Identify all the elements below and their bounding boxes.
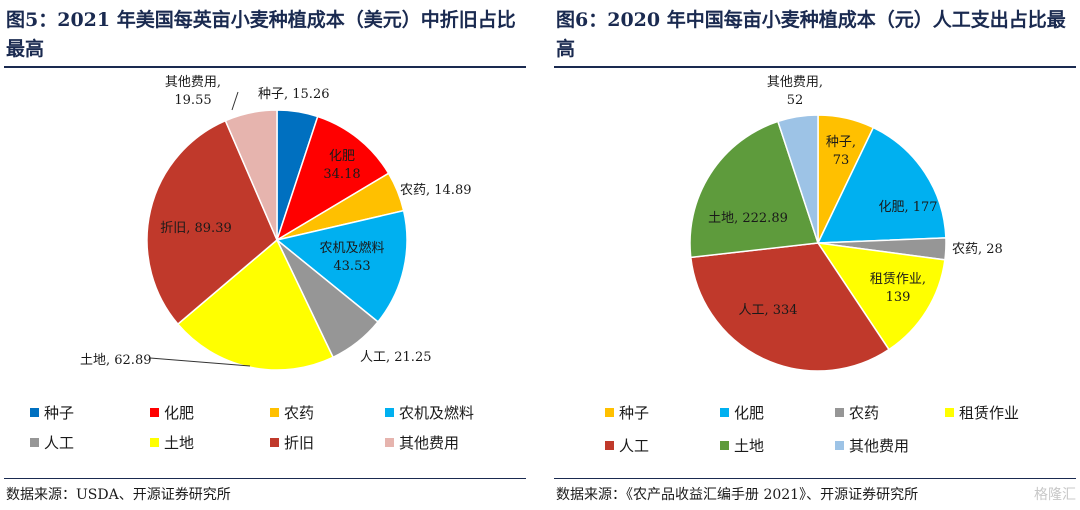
right-legend-item-0: 种子 [605,402,649,422]
left-legend-swatch-3 [385,407,394,417]
right-pie-slice-4 [689,242,891,372]
left-legend-swatch-7 [385,437,394,447]
left-title-rule [4,66,526,68]
right-legend-swatch-2 [835,407,844,417]
left-legend-label-3: 农机及燃料 [399,403,475,422]
left-label-leader-7 [231,91,239,111]
left-legend-swatch-1 [150,407,159,417]
right-legend-swatch-5 [720,440,729,450]
left-legend-item-3: 农机及燃料 [385,402,474,422]
right-source-rule [554,478,1076,479]
right-pie-slice-1 [816,126,947,244]
right-data-label-1: 化肥, 177 [878,200,937,215]
right-legend-label-3: 租赁作业 [959,403,1020,422]
left-legend-item-4: 人工 [30,432,74,452]
left-data-label-6: 折旧, 89.39 [160,221,231,236]
left-data-label-4: 人工, 21.25 [360,350,431,365]
left-data-label-5: 土地, 62.89 [80,353,151,368]
right-legend-label-0: 种子 [619,403,650,422]
right-data-label-2: 农药, 28 [952,242,1003,257]
right-data-label-6: 其他费用, 52 [767,75,823,108]
left-legend-label-0: 种子 [44,403,75,422]
right-pie-slice-5 [689,120,820,259]
right-chart-title: 图6：2020 年中国每亩小麦种植成本（元）人工支出占比最高 [556,9,1066,60]
left-legend-item-2: 农药 [270,402,314,422]
right-legend-label-5: 土地 [734,436,765,455]
right-legend-swatch-6 [835,440,844,450]
left-chart-source: 数据来源：USDA、开源证券研究所 [6,487,231,503]
left-legend-item-5: 土地 [150,432,194,452]
left-legend-swatch-5 [150,437,159,447]
left-data-label-3: 农机及燃料 43.53 [319,240,384,274]
left-legend-label-7: 其他费用 [399,433,460,452]
right-data-label-0: 种子, 73 [826,135,856,168]
left-chart-title: 图5：2021 年美国每英亩小麦种植成本（美元）中折旧占比最高 [6,9,516,60]
right-pie-chart: 种子, 73 化肥, 177 农药, 28 租赁作业, 139 人工, 334 土地, 222… [689,75,1003,372]
left-data-label-0: 种子, 15.26 [258,87,329,102]
left-source-rule [4,478,526,479]
right-legend-item-1: 化肥 [720,402,764,422]
right-chart-panel: 图6：2020 年中国每亩小麦种植成本（元）人工支出占比最高 种子, 73 化肥, … [550,0,1080,510]
right-pie-slice-3 [816,242,946,351]
right-legend-item-4: 人工 [605,435,649,455]
right-data-label-4: 人工, 334 [738,303,797,318]
right-legend-item-6: 其他费用 [835,435,909,455]
right-legend-label-2: 农药 [849,403,880,422]
left-legend-swatch-0 [30,407,39,417]
left-legend-label-5: 土地 [164,433,195,452]
right-legend-label-6: 其他费用 [849,436,910,455]
left-data-label-2: 农药, 14.89 [400,183,471,198]
right-legend-swatch-4 [605,440,614,450]
right-chart-source: 数据来源：《农产品收益汇编手册 2021》、开源证券研究所 [556,487,919,503]
left-legend-swatch-2 [270,407,279,417]
right-legend-label-1: 化肥 [734,403,765,422]
right-title-rule [554,66,1076,68]
left-label-leader-5 [149,357,251,367]
left-chart-panel: 图5：2021 年美国每英亩小麦种植成本（美元）中折旧占比最高 种子, 15.2… [0,0,530,510]
left-legend-swatch-4 [30,437,39,447]
left-pie-slice-6 [146,119,278,326]
right-legend-item-5: 土地 [720,435,764,455]
right-legend-swatch-3 [945,407,954,417]
left-legend-label-4: 人工 [44,433,75,452]
left-legend-swatch-6 [270,437,279,447]
left-pie-chart: 种子, 15.26 化肥 34.18 农药, 14.89 农机及燃料 43.53 人工, 2… [80,75,471,371]
left-legend-label-6: 折旧 [284,433,315,452]
right-legend-item-2: 农药 [835,402,879,422]
right-data-label-3: 租赁作业, 139 [870,272,926,305]
left-legend-label-1: 化肥 [164,403,195,422]
right-legend-swatch-1 [720,407,729,417]
left-pie-slice-7 [224,109,278,241]
right-legend-swatch-0 [605,407,614,417]
right-pie-slice-6 [776,114,819,244]
left-legend-item-6: 折旧 [270,432,314,452]
left-data-label-1: 化肥 34.18 [323,149,360,182]
right-legend-item-3: 租赁作业 [945,402,1019,422]
left-data-label-7: 其他费用, 19.55 [165,75,221,108]
watermark-text: 格隆汇 [1034,487,1076,503]
left-legend-label-2: 农药 [284,403,315,422]
right-data-label-5: 土地, 222.89 [708,211,788,226]
left-legend-item-7: 其他费用 [385,432,459,452]
left-pie-slice-5 [176,238,335,371]
left-pie-slice-3 [275,209,408,323]
left-legend-item-0: 种子 [30,402,74,422]
right-legend-label-4: 人工 [619,436,650,455]
left-pie-slice-1 [275,115,390,242]
left-legend-item-1: 化肥 [150,402,194,422]
